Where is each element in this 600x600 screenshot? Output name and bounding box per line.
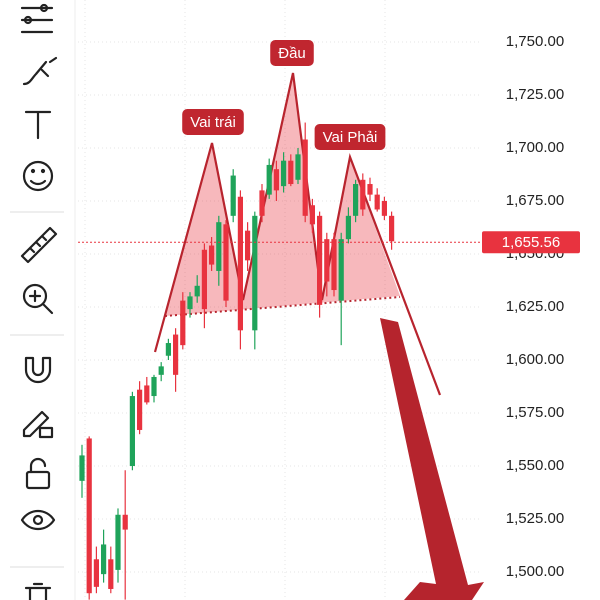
candles <box>79 122 395 600</box>
candle-body <box>151 376 157 397</box>
emoji-tool[interactable] <box>22 160 54 192</box>
y-tick-label: 1,575.00 <box>506 404 564 421</box>
candle-body <box>144 385 150 403</box>
candle-body <box>252 215 258 331</box>
y-axis: 1,500.00 1,525.00 1,550.00 1,575.00 1,600.00… <box>78 33 580 580</box>
candle-body <box>259 190 265 216</box>
candle-body <box>137 389 143 430</box>
y-tick-label: 1,625.00 <box>506 298 564 315</box>
candle-body <box>201 249 207 310</box>
annotation-label: Vai trái <box>190 114 236 131</box>
candle-body <box>273 169 279 191</box>
candle-body <box>122 514 128 530</box>
candle-body <box>93 559 99 587</box>
annotation-box <box>314 124 386 150</box>
candle-body <box>216 222 222 271</box>
price-tag <box>482 231 580 254</box>
candle-body <box>288 160 294 185</box>
candle-body <box>158 366 164 375</box>
candle-body <box>129 396 135 467</box>
candle-body <box>79 455 85 481</box>
candle-body <box>173 334 179 375</box>
neckline <box>164 296 401 317</box>
price-tag-label: 1,655.56 <box>502 234 560 251</box>
candle-body <box>389 215 395 242</box>
candle-body <box>338 239 344 301</box>
y-tick-label: 1,550.00 <box>506 457 564 474</box>
annotation-label: Đầu <box>278 45 306 62</box>
candle-body <box>345 215 351 240</box>
candle-body <box>101 544 107 575</box>
y-tick-label: 1,500.00 <box>506 563 564 580</box>
candle-body <box>180 300 186 346</box>
y-tick-label: 1,675.00 <box>506 192 564 209</box>
lock-tool[interactable] <box>25 457 51 490</box>
pattern-line <box>153 72 442 396</box>
candle-body <box>374 194 380 210</box>
y-tick-label: 1,525.00 <box>506 510 564 527</box>
annotation-box <box>182 109 244 135</box>
grid <box>78 0 480 600</box>
text-tool[interactable] <box>24 110 52 140</box>
candle-body <box>187 296 193 310</box>
zoom-tool[interactable] <box>22 283 54 315</box>
candle-body <box>331 239 337 291</box>
annotation-box <box>270 40 314 66</box>
toolbar <box>10 0 76 600</box>
candle-body <box>360 179 366 210</box>
magnet-tool[interactable] <box>24 356 52 384</box>
candle-body <box>295 154 301 180</box>
y-tick-label: 1,600.00 <box>506 351 564 368</box>
candle-body <box>317 215 323 305</box>
candle-body <box>209 245 215 265</box>
candle-body <box>302 139 308 216</box>
candle-body <box>353 184 359 216</box>
eye-tool[interactable] <box>20 509 56 531</box>
ruler-tool[interactable] <box>20 226 58 264</box>
candle-body <box>223 224 229 301</box>
candle-body <box>281 160 287 187</box>
trash-tool[interactable] <box>24 582 52 600</box>
y-tick-label: 1,700.00 <box>506 139 564 156</box>
annotations: Vai trái Đầu Vai Phải <box>182 40 386 150</box>
candle-body <box>324 239 330 282</box>
candle-body <box>245 230 251 261</box>
y-tick-label: 1,750.00 <box>506 33 564 50</box>
candle-body <box>115 514 121 570</box>
lock-pen-tool[interactable] <box>22 410 54 439</box>
annotation-label: Vai Phải <box>323 129 378 146</box>
candle-body <box>266 164 272 195</box>
candle-body <box>165 343 171 356</box>
y-tick-label: 1,725.00 <box>506 86 564 103</box>
lines-tool[interactable] <box>20 3 54 34</box>
candle-body <box>309 205 315 225</box>
candle-body <box>86 438 92 594</box>
target-arrow <box>380 318 484 600</box>
candle-body <box>108 559 114 589</box>
candle-body <box>194 285 200 297</box>
candle-body <box>237 196 243 331</box>
candle-body <box>367 184 373 195</box>
candle-body <box>381 200 387 216</box>
candle-body <box>230 175 236 216</box>
brush-tool[interactable] <box>22 56 58 86</box>
